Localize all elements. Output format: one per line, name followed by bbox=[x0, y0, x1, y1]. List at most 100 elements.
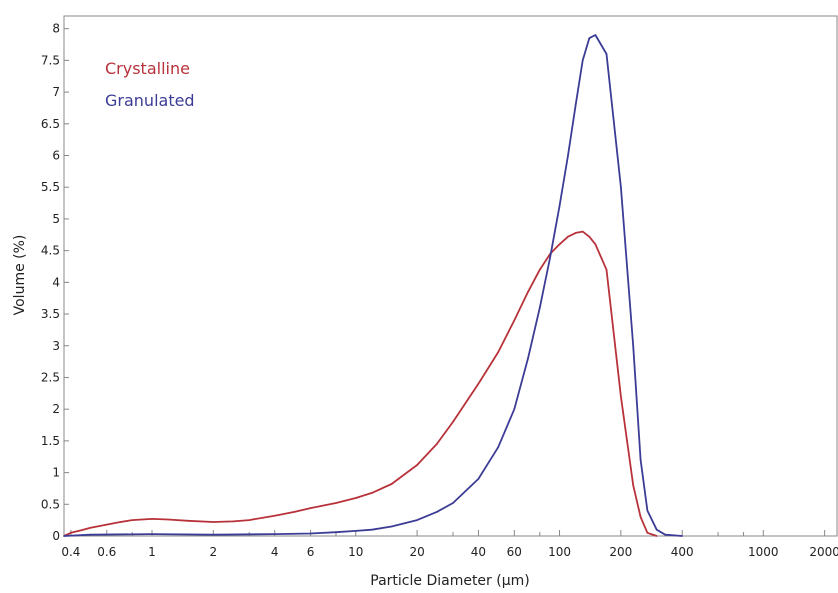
data-point-crystalline bbox=[581, 230, 584, 233]
x-tick-label: 20 bbox=[409, 545, 424, 559]
y-tick-label: 5 bbox=[52, 212, 60, 226]
y-tick-label: 6.5 bbox=[41, 117, 60, 131]
data-point-granulated bbox=[567, 154, 569, 157]
data-point-granulated bbox=[151, 533, 153, 535]
data-point-granulated bbox=[335, 531, 337, 533]
data-point-granulated bbox=[574, 103, 577, 106]
y-tick-label: 1.5 bbox=[41, 434, 60, 448]
y-tick-label: 3.5 bbox=[41, 307, 60, 321]
data-point-crystalline bbox=[354, 497, 357, 499]
y-tick-label: 1 bbox=[52, 466, 60, 480]
data-point-crystalline bbox=[646, 532, 649, 534]
data-point-crystalline bbox=[416, 464, 418, 466]
data-point-crystalline bbox=[497, 351, 499, 353]
data-point-granulated bbox=[646, 509, 649, 512]
data-point-granulated bbox=[273, 533, 276, 535]
x-tick-label: 4 bbox=[271, 545, 279, 559]
y-tick-label: 7 bbox=[52, 85, 60, 99]
y-tick-label: 4.5 bbox=[41, 244, 60, 258]
x-tick-label: 60 bbox=[507, 545, 522, 559]
data-point-crystalline bbox=[538, 268, 541, 271]
data-point-granulated bbox=[513, 408, 516, 410]
x-axis-ticks: 0.4 0.6 1 2 4 6 10 20 40 60 100 200 400 1000 2000 bbox=[61, 530, 838, 559]
x-tick-label: 2 bbox=[210, 545, 218, 559]
data-point-granulated bbox=[639, 459, 642, 461]
y-tick-label: 0.5 bbox=[41, 497, 60, 511]
data-point-crystalline bbox=[151, 518, 153, 520]
data-point-crystalline bbox=[105, 523, 108, 526]
data-point-granulated bbox=[655, 528, 658, 531]
data-point-granulated bbox=[681, 535, 684, 537]
y-axis-title: Volume (%) bbox=[12, 235, 28, 316]
data-point-crystalline bbox=[80, 529, 83, 532]
series-granulated bbox=[63, 34, 684, 537]
data-point-granulated bbox=[664, 533, 666, 536]
data-point-crystalline bbox=[273, 514, 276, 517]
data-point-crystalline bbox=[594, 243, 597, 246]
series-layer bbox=[63, 34, 684, 537]
data-point-granulated bbox=[371, 528, 373, 531]
x-axis-title: Particle Diameter (µm) bbox=[370, 573, 529, 589]
data-point-crystalline bbox=[232, 520, 234, 523]
y-tick-label: 0 bbox=[52, 529, 60, 543]
legend-crystalline: Crystalline bbox=[105, 59, 190, 78]
y-tick-label: 8 bbox=[52, 22, 60, 36]
data-point-granulated bbox=[89, 533, 92, 536]
data-point-granulated bbox=[538, 306, 541, 309]
y-tick-label: 3 bbox=[52, 339, 60, 353]
data-point-granulated bbox=[549, 256, 551, 258]
x-tick-label: 0.4 bbox=[61, 545, 80, 559]
data-point-crystalline bbox=[574, 232, 577, 234]
data-point-granulated bbox=[527, 357, 529, 360]
data-point-crystalline bbox=[70, 532, 72, 534]
x-tick-label: 400 bbox=[671, 545, 694, 559]
data-point-granulated bbox=[436, 511, 438, 513]
x-tick-label: 6 bbox=[307, 545, 315, 559]
x-tick-label: 200 bbox=[609, 545, 632, 559]
y-axis-ticks: 0 0.5 1 1.5 2 2.5 3 3.5 4 4.5 5 5.5 6 6.5 7 7.5 8 bbox=[41, 22, 69, 543]
data-point-crystalline bbox=[248, 519, 251, 521]
x-tick-label: 1000 bbox=[748, 545, 779, 559]
data-point-crystalline bbox=[632, 484, 635, 487]
data-point-granulated bbox=[477, 478, 480, 480]
data-point-granulated bbox=[309, 532, 312, 535]
data-point-crystalline bbox=[527, 291, 529, 293]
x-tick-label: 10 bbox=[348, 545, 363, 559]
data-point-crystalline bbox=[620, 395, 622, 398]
series-line-crystalline bbox=[63, 230, 657, 537]
y-tick-label: 7.5 bbox=[41, 53, 60, 67]
data-point-crystalline bbox=[605, 268, 608, 271]
data-point-crystalline bbox=[588, 235, 591, 238]
data-point-crystalline bbox=[639, 516, 642, 518]
y-tick-label: 5.5 bbox=[41, 180, 60, 194]
y-tick-label: 4 bbox=[52, 275, 60, 289]
data-point-granulated bbox=[390, 525, 393, 528]
data-point-crystalline bbox=[567, 235, 569, 238]
data-point-crystalline bbox=[558, 243, 561, 246]
data-point-granulated bbox=[594, 34, 597, 36]
data-point-granulated bbox=[632, 344, 635, 347]
data-point-crystalline bbox=[89, 526, 92, 529]
series-line-granulated bbox=[63, 34, 683, 537]
data-point-crystalline bbox=[119, 521, 122, 523]
series-crystalline bbox=[63, 230, 658, 537]
data-point-granulated bbox=[497, 446, 499, 449]
y-tick-label: 2 bbox=[52, 402, 60, 416]
y-tick-label: 6 bbox=[52, 149, 60, 163]
data-point-crystalline bbox=[293, 511, 296, 513]
data-point-granulated bbox=[354, 530, 357, 532]
data-point-crystalline bbox=[212, 521, 215, 523]
data-point-crystalline bbox=[655, 535, 658, 537]
y-tick-label: 2.5 bbox=[41, 370, 60, 384]
data-point-crystalline bbox=[335, 502, 337, 504]
data-point-granulated bbox=[452, 502, 454, 504]
data-point-crystalline bbox=[513, 319, 516, 322]
data-point-granulated bbox=[620, 186, 622, 189]
x-tick-label: 2000 bbox=[809, 545, 838, 559]
data-point-granulated bbox=[212, 533, 215, 536]
x-tick-label: 0.6 bbox=[97, 545, 116, 559]
data-point-crystalline bbox=[452, 421, 454, 423]
data-point-crystalline bbox=[131, 519, 134, 521]
data-point-granulated bbox=[605, 53, 608, 55]
